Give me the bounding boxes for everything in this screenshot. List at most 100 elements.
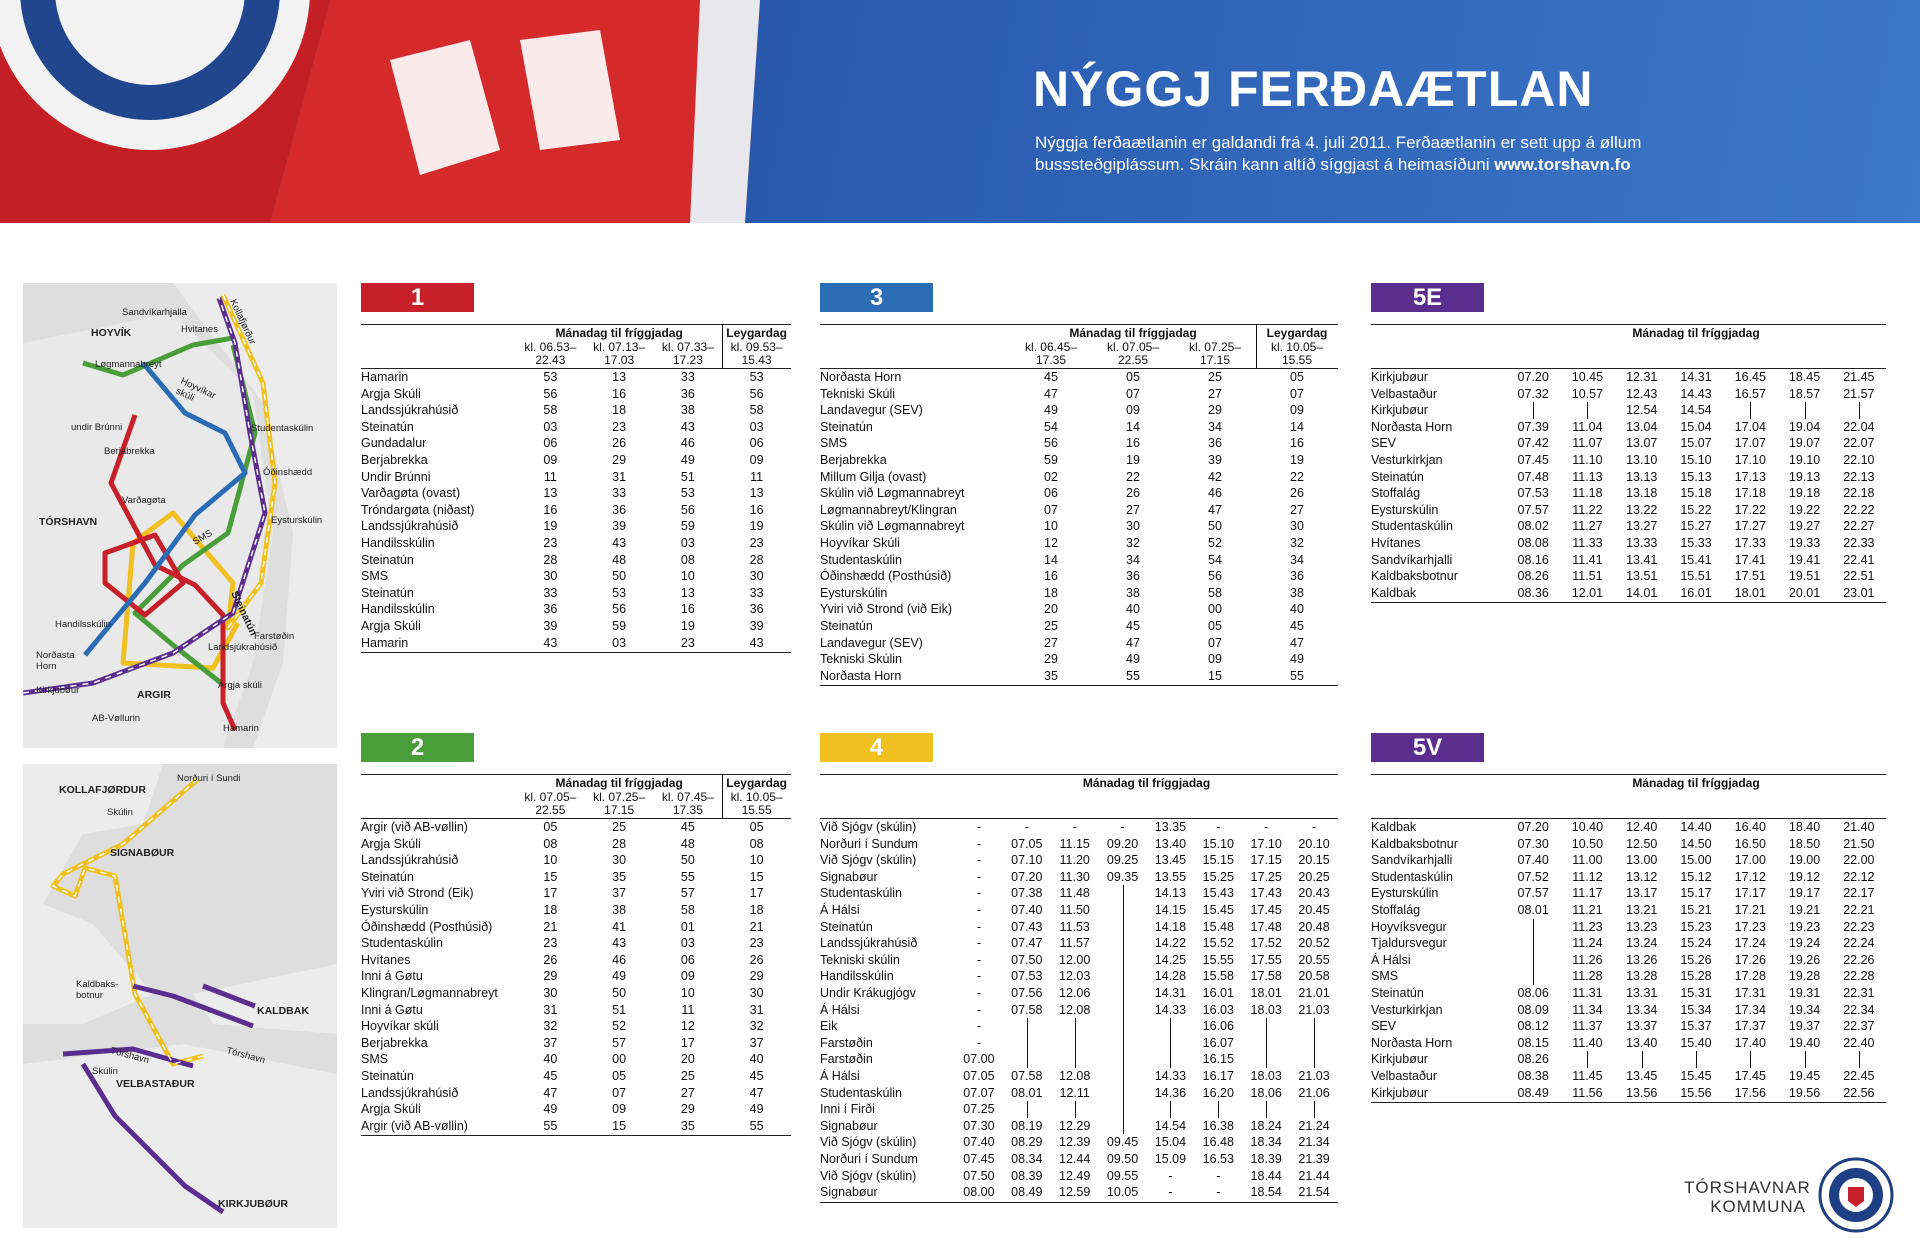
column-header: kl. 07.05– bbox=[524, 790, 577, 804]
departure-time: 15.10 bbox=[1680, 453, 1712, 467]
departure-time: 07.00 bbox=[963, 1052, 995, 1067]
departure-time: 49 bbox=[612, 969, 627, 984]
no-stop-line bbox=[1026, 1034, 1028, 1052]
departure-time: 34 bbox=[1290, 552, 1304, 567]
departure-time: 08.36 bbox=[1517, 585, 1549, 600]
departure-time: 17.55 bbox=[1250, 952, 1282, 967]
departure-time: 08.01 bbox=[1011, 1085, 1043, 1100]
departure-time: 05 bbox=[749, 820, 764, 834]
stop-name: Farstøðin bbox=[820, 1035, 873, 1050]
column-header: kl. 07.45– bbox=[661, 790, 714, 804]
departure-time: 07.57 bbox=[1517, 502, 1549, 517]
stop-name: Steinatún bbox=[361, 552, 414, 567]
departure-time: 16.50 bbox=[1734, 836, 1766, 851]
departure-time: - bbox=[976, 1002, 982, 1017]
departure-time: 43 bbox=[680, 419, 695, 434]
departure-time: 08.01 bbox=[1517, 903, 1549, 917]
departure-time: - bbox=[976, 886, 982, 901]
departure-time: 11.37 bbox=[1572, 1019, 1603, 1034]
departure-time: 29 bbox=[1044, 652, 1058, 667]
departure-time: 26 bbox=[612, 436, 627, 451]
village-map: Norðuri í Sundi KOLLAFJØRDUR Skúlin SIGN… bbox=[23, 764, 337, 1228]
departure-time: 19.00 bbox=[1788, 853, 1821, 868]
departure-time: 21.06 bbox=[1298, 1085, 1330, 1100]
stop-name: Landssjúkrahúsið bbox=[361, 403, 459, 418]
no-stop-line bbox=[1641, 1051, 1643, 1068]
departure-time: 15 bbox=[543, 869, 558, 884]
departure-time: 13.26 bbox=[1626, 952, 1658, 967]
departure-time: 19.24 bbox=[1788, 936, 1821, 951]
website-link[interactable]: www.torshavn.fo bbox=[1494, 155, 1631, 174]
departure-time: 11.00 bbox=[1572, 853, 1603, 868]
no-stop-line bbox=[1533, 918, 1535, 936]
departure-time: 07.40 bbox=[1517, 853, 1549, 868]
stop-name: Steinatún bbox=[361, 585, 414, 600]
departure-time: 12.39 bbox=[1059, 1135, 1091, 1150]
weekday-header: Mánadag til fríggjadag bbox=[1632, 326, 1760, 340]
departure-time: 43 bbox=[749, 635, 764, 650]
departure-time: 06 bbox=[1044, 486, 1058, 501]
stop-name: Hoyvíkar Skúli bbox=[820, 536, 900, 550]
departure-time: 13 bbox=[680, 585, 695, 600]
departure-time: 06 bbox=[680, 952, 695, 967]
departure-time: 39 bbox=[543, 619, 558, 633]
departure-time: 17.43 bbox=[1250, 886, 1282, 901]
departure-time: 40 bbox=[1290, 602, 1304, 617]
departure-time: 10.40 bbox=[1571, 820, 1604, 834]
departure-time: 16 bbox=[680, 602, 695, 617]
departure-time: 25 bbox=[680, 1069, 695, 1083]
departure-time: - bbox=[976, 1035, 982, 1050]
stop-name: Tróndargøta (niðast) bbox=[361, 502, 475, 517]
departure-time: 15.09 bbox=[1154, 1152, 1187, 1166]
departure-time: 01 bbox=[680, 919, 695, 934]
departure-time: 08.09 bbox=[1517, 1002, 1549, 1017]
departure-time: - bbox=[1120, 820, 1125, 834]
map-label: Farstøðin bbox=[254, 631, 294, 642]
departure-time: 39 bbox=[749, 619, 764, 633]
departure-time: 20.55 bbox=[1298, 952, 1330, 967]
departure-time: - bbox=[976, 853, 982, 868]
departure-time: 18 bbox=[1044, 585, 1058, 600]
departure-time: 14.54 bbox=[1680, 403, 1712, 418]
departure-time: 33 bbox=[749, 585, 764, 600]
departure-time: 17.48 bbox=[1250, 919, 1282, 934]
departure-time: 22.04 bbox=[1843, 419, 1875, 434]
departure-time: 16 bbox=[1126, 436, 1140, 451]
route-badge: 3 bbox=[820, 283, 933, 312]
stop-name: Landssjúkrahúsið bbox=[820, 936, 918, 951]
departure-time: 56 bbox=[543, 386, 558, 401]
map-label: TÓRSHAVN bbox=[39, 515, 97, 528]
departure-time: 33 bbox=[680, 370, 695, 384]
map-label: AB-Vøllurin bbox=[92, 713, 140, 724]
departure-time: 28 bbox=[543, 552, 558, 567]
departure-time: 07.25 bbox=[963, 1102, 995, 1117]
departure-time: 19.45 bbox=[1788, 1069, 1821, 1083]
departure-time: 14.15 bbox=[1154, 903, 1187, 917]
departure-time: 18.54 bbox=[1250, 1185, 1282, 1200]
departure-time: 02 bbox=[1044, 469, 1058, 484]
departure-time: 08 bbox=[543, 836, 558, 851]
stop-name: Løgmannabreyt/Klingran bbox=[820, 502, 957, 517]
departure-time: 15.24 bbox=[1680, 936, 1712, 951]
stop-name: Norðasta Horn bbox=[1371, 1035, 1453, 1050]
departure-time: 17.37 bbox=[1734, 1019, 1766, 1034]
departure-time: 07 bbox=[1208, 635, 1222, 650]
departure-time: 22.26 bbox=[1843, 952, 1875, 967]
no-stop-line bbox=[1858, 1051, 1860, 1068]
departure-time: 15.26 bbox=[1680, 952, 1712, 967]
stop-name: Stoffalág bbox=[1371, 486, 1421, 501]
departure-time: - bbox=[976, 836, 982, 851]
departure-time: 09.25 bbox=[1106, 853, 1139, 868]
map-label: KIRKJUBØUR bbox=[218, 1198, 288, 1210]
departure-time: 14.54 bbox=[1154, 1118, 1187, 1133]
departure-time: 09.20 bbox=[1106, 836, 1139, 851]
stop-name: Undir Brúnni bbox=[361, 469, 431, 484]
header-divider bbox=[722, 774, 724, 818]
departure-time: 37 bbox=[612, 886, 627, 901]
departure-time: 13.28 bbox=[1626, 969, 1658, 984]
departure-time: 53 bbox=[749, 370, 764, 384]
departure-time: 13.22 bbox=[1626, 502, 1658, 517]
departure-time: 08 bbox=[749, 836, 764, 851]
stop-name: Á Hálsi bbox=[820, 1002, 860, 1017]
stop-name: Handilsskúlin bbox=[361, 536, 435, 550]
